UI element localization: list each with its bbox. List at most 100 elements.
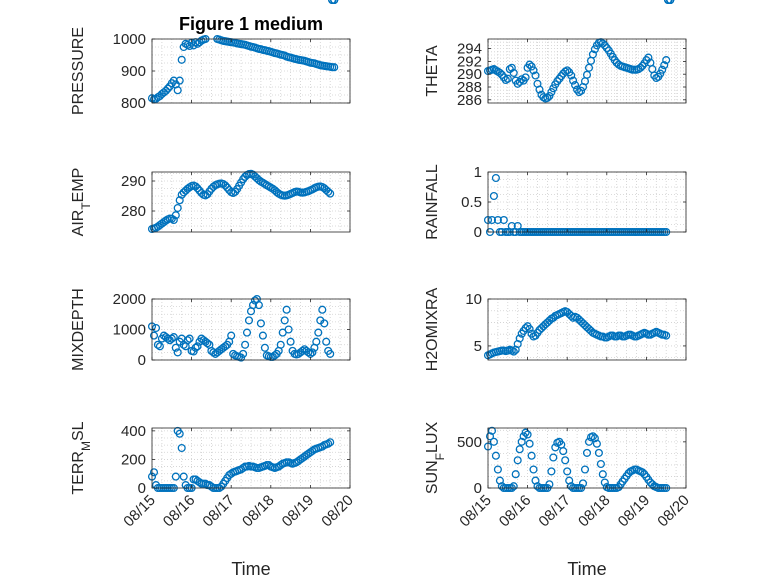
data-point [598,39,607,48]
data-point [314,328,323,337]
axes-box [487,298,687,361]
data-point [580,465,590,474]
y-tick-label: 10 [465,291,482,308]
data-point [326,438,335,447]
data-point [171,472,180,481]
data-point [485,432,495,441]
data-point [600,478,609,487]
data-point [638,468,647,477]
x-axis-label: Time [567,559,606,579]
data-point [171,211,180,220]
axes-box [151,171,351,233]
series-points [483,0,675,360]
chart-panel-6: 5 10 H2OMIXRA [424,0,687,371]
y-tick-label: 5 [474,338,482,355]
series-points [483,0,675,103]
data-point [175,196,184,205]
axes-box [151,427,351,489]
data-point [244,316,254,325]
y-tick-label: 400 [121,423,146,440]
data-point [282,305,291,314]
data-point [169,333,178,342]
data-point [177,443,186,453]
data-point [578,479,588,488]
data-point [515,334,524,343]
data-point [569,76,578,85]
data-point [531,71,540,80]
data-point [509,347,518,356]
chart-panel-8: 0 500 08/15 08/16 08/17 08/18 08/19 08/20 Time SU… [424,0,693,579]
data-point [527,62,536,71]
data-point [167,334,176,343]
data-point [584,63,594,72]
y-axis-label: MIXDEPTH [70,288,87,371]
y-tick-label: 0 [138,352,146,369]
y-tick-label: 286 [457,92,482,109]
y-axis-label: THETA [424,45,441,97]
data-point [642,56,651,65]
data-point [330,0,339,5]
data-point [258,331,267,340]
data-point [509,482,518,491]
data-point [151,323,161,333]
data-point [223,183,232,192]
data-point [509,68,518,77]
data-point [312,337,321,346]
y-axis-label: SUNFLUX [424,422,447,495]
x-tick-label: 08/16 [160,492,199,531]
data-point [662,331,671,340]
data-point [499,215,508,225]
x-tick-label: 08/15 [120,492,159,531]
data-point [173,203,182,213]
series-points [147,0,339,493]
data-point [567,71,576,80]
data-point [175,76,184,85]
data-point [169,215,178,225]
data-point [501,75,510,85]
data-point [489,65,498,74]
data-point [322,337,331,346]
data-point [491,451,500,460]
data-point [153,340,162,349]
data-point [644,53,653,62]
data-point [191,343,200,352]
data-point [173,348,182,357]
series-points [147,34,339,104]
data-point [666,0,675,5]
data-point [559,447,568,456]
data-point [543,93,552,102]
data-point [177,55,186,64]
data-point [197,188,206,198]
y-tick-label: 800 [121,95,146,112]
data-point [155,342,164,351]
data-point [193,342,202,351]
y-axis-label: PRESSURE [70,27,87,115]
x-tick-label: 08/19 [615,492,654,531]
chart-panel-3: 280 290 AIRTEMP [70,0,351,237]
y-axis-label: AIRTEMP [70,168,93,237]
y-tick-label: 1000 [113,31,146,48]
data-point [523,430,532,439]
data-point [163,84,172,93]
data-point [525,439,534,448]
data-point [487,215,497,225]
data-point [602,43,611,53]
data-point [175,429,184,438]
data-point [658,65,667,74]
data-point [577,86,586,95]
data-point [221,342,230,351]
data-point [256,319,265,328]
data-point [525,324,534,334]
data-point [177,190,186,199]
data-point [517,75,526,84]
x-tick-label: 08/20 [654,492,693,531]
data-point [179,340,188,349]
y-tick-label: 288 [457,79,482,96]
x-tick-label: 08/18 [239,492,278,531]
data-point [563,467,572,476]
y-axis-label: H2OMIXRA [424,287,441,371]
data-point [149,331,159,340]
data-point [590,434,599,443]
data-point [545,91,554,101]
